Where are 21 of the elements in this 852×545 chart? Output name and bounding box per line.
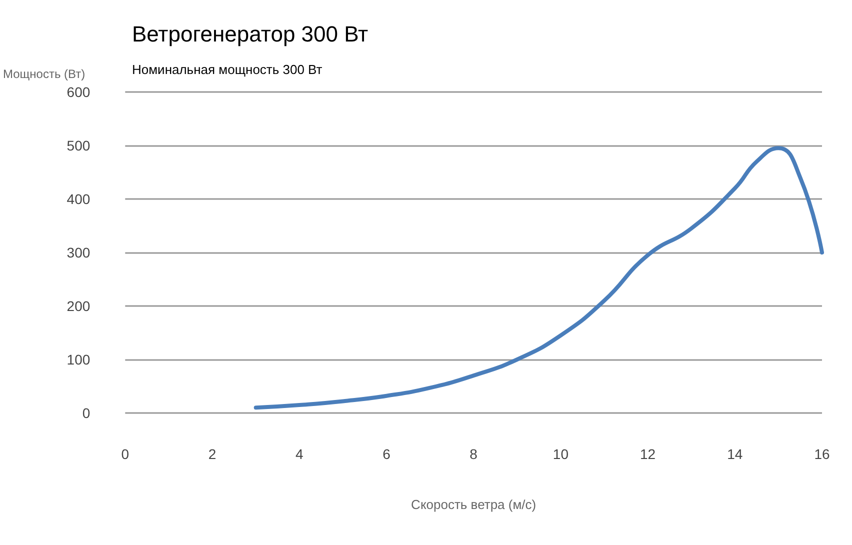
x-axis-title: Скорость ветра (м/с) [411,497,536,512]
y-tick-label: 400 [66,191,90,207]
x-tick-label: 16 [814,446,830,462]
x-tick-label: 0 [121,446,130,462]
y-tick-label: 200 [66,298,90,314]
y-tick-label: 500 [66,138,90,154]
x-tick-label: 8 [470,446,478,462]
y-tick-label: 300 [66,244,90,260]
y-axis-title: Мощность (Вт) [3,67,86,81]
x-tick-label: 4 [295,446,304,462]
x-tick-label: 12 [640,446,656,462]
chart-title: Ветрогенератор 300 Вт [132,22,368,46]
chart-subtitle: Номинальная мощность 300 Вт [132,62,322,77]
y-tick-label: 0 [82,405,90,421]
line-series [254,146,824,410]
y-tick-label: 600 [66,84,90,100]
x-tick-label: 2 [208,446,216,462]
x-tick-label: 10 [552,446,569,462]
y-tick-label: 100 [66,352,90,368]
x-tick-label: 14 [727,446,743,462]
x-tick-label: 6 [382,446,391,462]
